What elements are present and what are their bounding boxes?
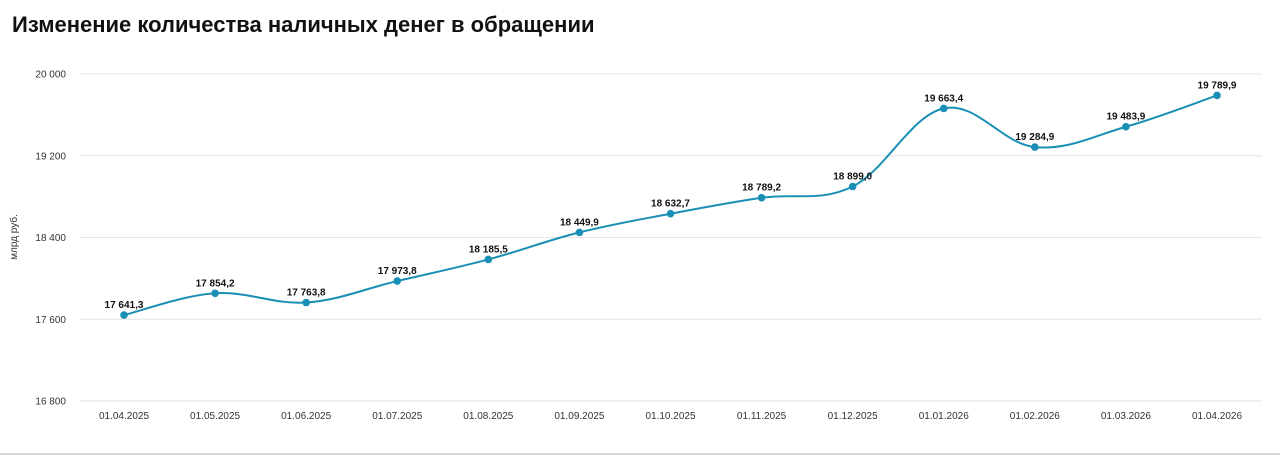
data-point (393, 277, 402, 285)
data-label: 19 789,9 (1198, 80, 1237, 91)
data-label: 19 663,4 (924, 93, 963, 104)
y-axis-label: млрд руб. (8, 214, 20, 260)
data-label: 17 641,3 (105, 300, 144, 311)
x-tick-label: 01.11.2025 (737, 411, 787, 422)
data-label: 18 449,9 (560, 217, 599, 228)
data-point (575, 228, 584, 237)
data-label: 17 973,8 (378, 266, 417, 277)
data-points (120, 91, 1221, 319)
x-tick-label: 01.08.2025 (463, 411, 513, 422)
x-tick-label: 01.06.2025 (281, 411, 331, 422)
data-point (484, 255, 493, 264)
bottom-divider (0, 453, 1280, 455)
data-label: 17 854,2 (196, 278, 235, 289)
data-label: 19 284,9 (1015, 132, 1054, 143)
data-label: 18 789,2 (742, 183, 781, 194)
y-tick-label: 19 200 (35, 151, 66, 162)
chart-title: Изменение количества наличных денег в об… (12, 12, 595, 37)
data-point (120, 311, 128, 319)
y-tick-label: 17 600 (35, 315, 66, 326)
x-tick-label: 01.07.2025 (372, 411, 422, 422)
data-label: 18 899,0 (833, 172, 872, 183)
data-label: 18 632,7 (651, 199, 690, 210)
data-label: 19 483,9 (1106, 112, 1145, 123)
x-tick-label: 01.09.2025 (554, 411, 604, 422)
y-tick-label: 20 000 (35, 70, 66, 81)
y-tick-label: 16 800 (35, 397, 66, 408)
data-point (1213, 91, 1221, 100)
x-tick-label: 01.04.2025 (99, 411, 149, 422)
x-tick-label: 01.01.2026 (919, 411, 969, 422)
data-labels: 17 641,3 17 854,2 17 763,8 17 973,8 18 185,5… (105, 80, 1237, 311)
y-axis-ticks: 16 800 17 600 18 400 19 200 20 000 (35, 70, 66, 408)
data-point (757, 193, 766, 202)
data-point (1031, 143, 1039, 151)
data-point (211, 289, 219, 298)
x-tick-label: 01.02.2026 (1010, 411, 1060, 422)
data-point (939, 104, 948, 113)
x-tick-label: 01.05.2025 (190, 411, 240, 422)
data-point (1122, 122, 1130, 131)
data-label: 18 185,5 (469, 244, 508, 255)
grid (80, 73, 1262, 402)
data-point (666, 209, 675, 218)
data-label: 17 763,8 (287, 288, 326, 299)
data-point (848, 182, 857, 191)
x-axis-ticks: 01.04.2025 01.05.2025 01.06.2025 01.07.2025… (99, 411, 1242, 422)
data-point (302, 298, 310, 307)
x-tick-label: 01.10.2025 (645, 411, 695, 422)
x-tick-label: 01.12.2025 (828, 411, 878, 422)
x-tick-label: 01.03.2026 (1101, 411, 1151, 422)
x-tick-label: 01.04.2026 (1192, 411, 1242, 422)
y-tick-label: 18 400 (35, 233, 66, 244)
